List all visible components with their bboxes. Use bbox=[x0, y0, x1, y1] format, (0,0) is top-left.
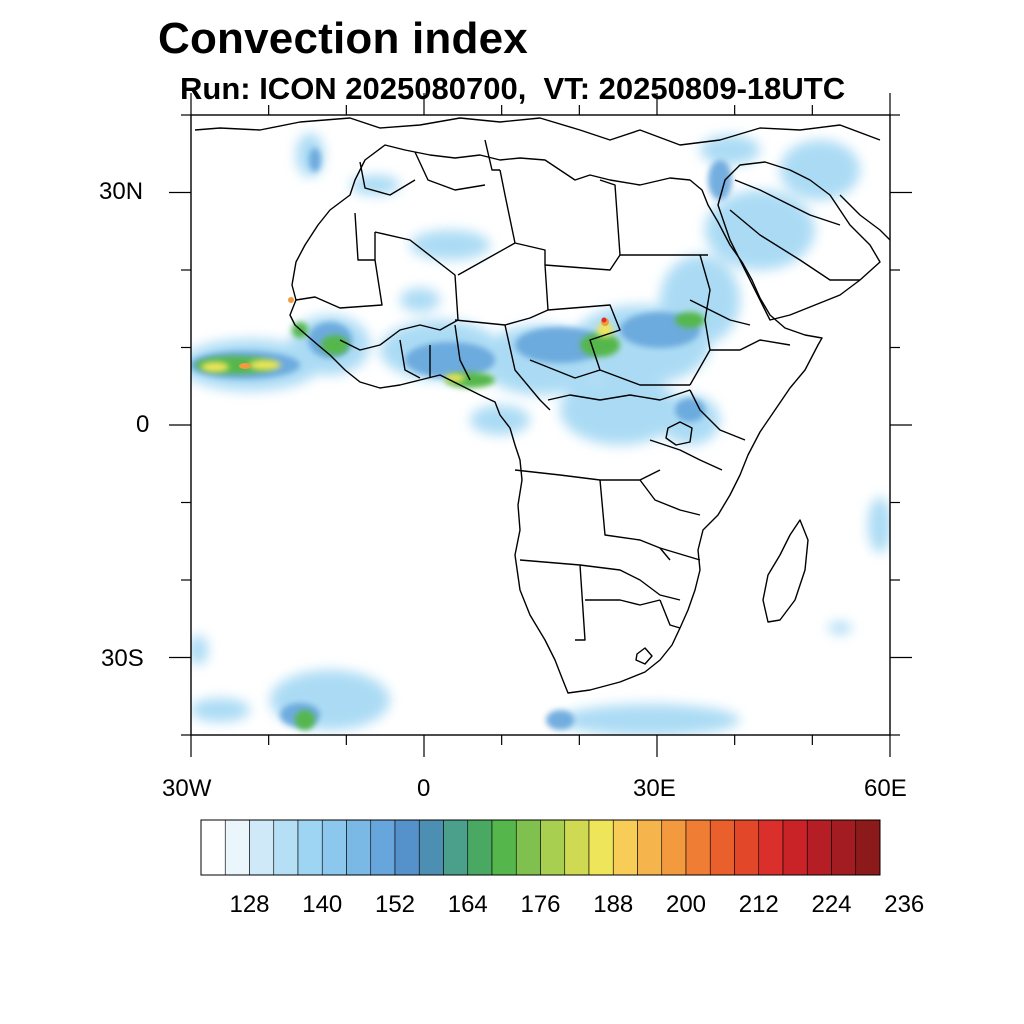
lake-victoria bbox=[665, 421, 693, 446]
lat-label-30s: 30S bbox=[101, 645, 144, 672]
convection-levant bbox=[780, 140, 860, 200]
convection-arabia bbox=[705, 190, 815, 270]
lon-label-0: 0 bbox=[417, 775, 431, 802]
country-borders bbox=[295, 139, 860, 641]
convection-sahara-band bbox=[410, 230, 490, 260]
convection-turkey bbox=[700, 135, 760, 165]
lon-label-30e: 30E bbox=[633, 775, 676, 802]
madagascar-coastline bbox=[762, 519, 809, 623]
convection-field bbox=[191, 133, 890, 735]
convection-madagascar-south bbox=[828, 622, 852, 634]
coastlines bbox=[194, 117, 890, 694]
convection-southern-ocean bbox=[560, 704, 740, 735]
convection-congo bbox=[560, 375, 680, 445]
lat-label-30n: 30N bbox=[99, 178, 144, 205]
lesotho-border bbox=[635, 647, 653, 665]
lon-label-30w: 30W bbox=[162, 775, 212, 802]
lon-label-60e: 60E bbox=[864, 775, 907, 802]
convection-gulf-guinea bbox=[470, 405, 530, 435]
iran-coastline bbox=[839, 194, 890, 241]
europe-coastline bbox=[194, 117, 881, 146]
convection-sahara-small bbox=[400, 288, 440, 312]
africa-coastline bbox=[289, 144, 823, 694]
convection-far-sw bbox=[191, 635, 208, 665]
convection-sw-atlantic bbox=[191, 698, 250, 722]
chart-title: Convection index bbox=[158, 14, 528, 63]
chart-subtitle: Run: ICON 2025080700, VT: 20250809-18UTC bbox=[180, 71, 846, 106]
lat-label-0: 0 bbox=[136, 411, 150, 438]
convection-indian-ocean bbox=[868, 497, 890, 553]
axis-ticks bbox=[169, 93, 912, 757]
convection-morocco bbox=[350, 175, 400, 195]
